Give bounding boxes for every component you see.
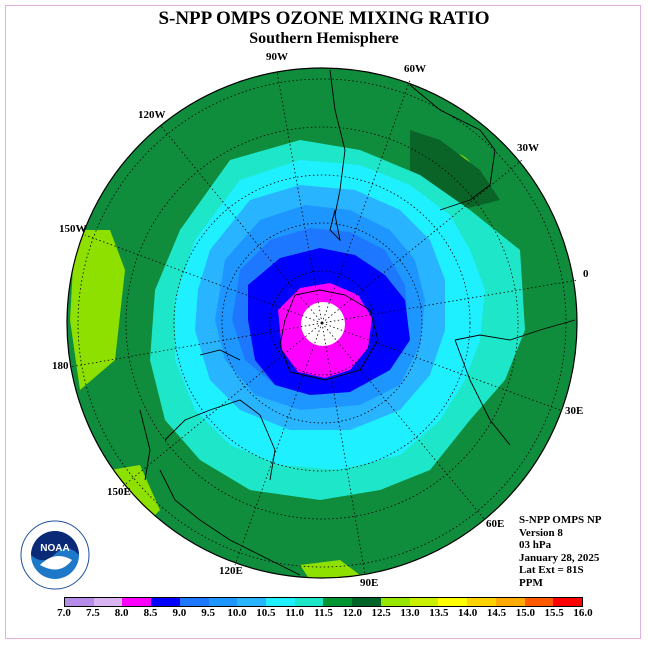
colorbar-tick-label: 15.5 xyxy=(544,607,564,619)
figure-frame xyxy=(5,5,641,639)
colorbar-tick-label: 11.5 xyxy=(314,607,333,619)
lon-label-0: 0 xyxy=(583,268,589,280)
colorbar-swatch xyxy=(266,598,295,606)
light-green-patch-west xyxy=(70,230,125,390)
info-units: PPM xyxy=(519,576,543,589)
lon-label-120e: 120E xyxy=(219,565,243,577)
colorbar-swatch xyxy=(380,598,410,606)
noaa-logo: NOAA xyxy=(20,520,90,590)
info-instrument: S-NPP OMPS NP xyxy=(519,514,602,526)
colorbar-tick-label: 10.0 xyxy=(227,607,247,619)
colorbar-swatch xyxy=(467,598,496,606)
colorbar xyxy=(64,597,583,607)
colorbar-swatch xyxy=(438,598,468,606)
colorbar-swatch xyxy=(524,598,554,606)
ozone-field xyxy=(67,68,577,578)
colorbar-tick-label: 12.0 xyxy=(342,607,362,619)
info-version: Version 8 xyxy=(519,526,563,539)
lon-label-150e: 150E xyxy=(107,486,131,498)
colorbar-swatch xyxy=(208,598,238,606)
lon-label-90w: 90W xyxy=(266,51,288,63)
lon-label-150w: 150W xyxy=(59,223,87,235)
colorbar-tick-label: 14.5 xyxy=(486,607,507,619)
colorbar-tick-label: 8.5 xyxy=(143,607,158,619)
coastlines xyxy=(139,69,576,576)
colorbar-tick-label: 8.0 xyxy=(114,607,129,619)
colorbar-tick-label: 14.0 xyxy=(458,607,478,619)
colorbar-swatch xyxy=(65,598,94,606)
colorbar-tick-label: 10.5 xyxy=(256,607,276,619)
colorbar-swatch xyxy=(179,598,209,606)
colorbar-tick-label: 13.5 xyxy=(429,607,449,619)
colorbar-swatch xyxy=(122,598,152,606)
colorbar-swatch xyxy=(495,598,525,606)
colorbar-tick-label: 7.5 xyxy=(85,607,100,619)
lon-label-90e: 90E xyxy=(360,577,379,589)
colorbar-swatch xyxy=(237,598,267,606)
colorbar-tick-label: 16.0 xyxy=(573,607,593,619)
lon-label-180: 180 xyxy=(52,360,69,372)
info-block: S-NPP OMPS NP Version 8 03 hPa January 2… xyxy=(519,514,602,589)
colorbar-swatch xyxy=(93,598,123,606)
colorbar-tick-label: 15.0 xyxy=(515,607,535,619)
light-green-patch-bottom xyxy=(300,560,360,578)
map-subtitle: Southern Hemisphere xyxy=(249,30,399,47)
logo-text: NOAA xyxy=(40,543,69,554)
colorbar-tick-label: 13.0 xyxy=(400,607,420,619)
colorbar-swatch xyxy=(352,598,381,606)
colorbar-tick-label: 9.0 xyxy=(172,607,187,619)
colorbar-swatch xyxy=(151,598,180,606)
colorbar-swatch xyxy=(323,598,353,606)
lon-label-30w: 30W xyxy=(517,142,539,154)
info-date: January 28, 2025 xyxy=(519,551,600,564)
colorbar-labels: 7.0 7.5 8.0 8.5 9.0 9.5 10.0 10.5 11.0 11.5 12.0 12… xyxy=(0,607,648,621)
colorbar-tick-label: 7.0 xyxy=(57,607,71,619)
map-boundary xyxy=(66,67,578,579)
lon-label-30e: 30E xyxy=(565,405,584,417)
colorbar-tick-label: 9.5 xyxy=(201,607,216,619)
info-pressure: 03 hPa xyxy=(519,539,552,551)
colorbar-swatch xyxy=(409,598,439,606)
colorbar-swatch xyxy=(294,598,324,606)
colorbar-tick-label: 12.5 xyxy=(371,607,391,619)
colorbar-swatch xyxy=(553,598,582,606)
colorbar-tick-label: 11.0 xyxy=(285,607,304,619)
map-title: S-NPP OMPS OZONE MIXING RATIO xyxy=(158,8,490,29)
lon-label-120w: 120W xyxy=(138,109,166,121)
lon-label-60w: 60W xyxy=(404,63,426,75)
info-lat-ext: Lat Ext = 81S xyxy=(519,564,584,576)
lon-label-60e: 60E xyxy=(486,518,505,530)
